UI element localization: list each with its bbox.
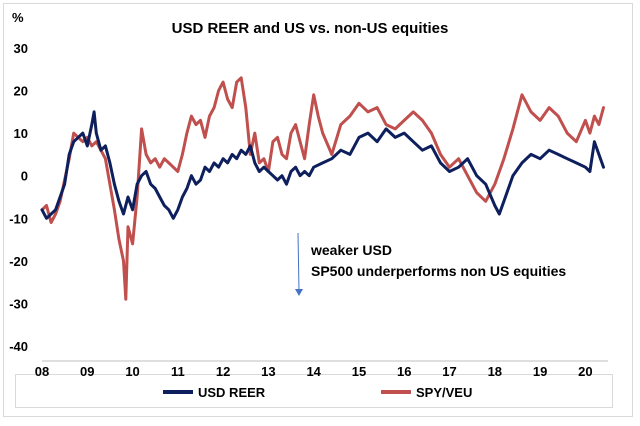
annotation-weaker-usd: weaker USD	[310, 242, 392, 258]
y-tick-label: 20	[14, 84, 28, 99]
y-tick-label: -20	[9, 254, 28, 269]
x-tick-label: 09	[80, 364, 94, 379]
legend: USD REER SPY/VEU	[163, 385, 472, 400]
x-axis-ticks: 08 09 10 11 12 13 14 15 16 17 18 19 20	[35, 364, 593, 379]
legend-box	[15, 374, 613, 408]
x-tick-label: 13	[261, 364, 275, 379]
x-tick-label: 10	[125, 364, 139, 379]
x-tick-label: 20	[578, 364, 592, 379]
legend-label: USD REER	[198, 385, 266, 400]
series-line-spy-veu	[40, 76, 605, 301]
y-tick-label: -40	[9, 339, 28, 354]
chart-frame	[3, 3, 633, 417]
legend-label: SPY/VEU	[416, 385, 472, 400]
x-tick-label: 18	[488, 364, 502, 379]
x-tick-label: 12	[216, 364, 230, 379]
series-line-usd-reer	[40, 110, 605, 220]
x-tick-label: 15	[352, 364, 366, 379]
series-lines	[40, 76, 605, 301]
y-axis-unit-label: %	[12, 10, 24, 25]
chart-title: USD REER and US vs. non-US equities	[172, 20, 449, 37]
y-tick-label: 0	[21, 169, 28, 184]
x-tick-label: 16	[397, 364, 411, 379]
x-tick-label: 17	[442, 364, 456, 379]
y-tick-label: -30	[9, 296, 28, 311]
annotation-arrow-line	[297, 232, 300, 292]
annotation-arrow	[295, 232, 303, 296]
x-tick-label: 08	[35, 364, 49, 379]
x-tick-label: 14	[306, 364, 321, 379]
x-tick-label: 19	[533, 364, 547, 379]
y-tick-label: 30	[14, 41, 28, 56]
annotation-sp500-underperforms: SP500 underperforms non US equities	[311, 263, 566, 279]
y-axis-ticks: 30 20 10 0 -10 -20 -30 -40	[9, 41, 28, 354]
annotation-arrow-head	[295, 289, 303, 296]
x-tick-label: 11	[171, 364, 185, 379]
y-tick-label: 10	[14, 126, 28, 141]
y-tick-label: -10	[9, 211, 28, 226]
